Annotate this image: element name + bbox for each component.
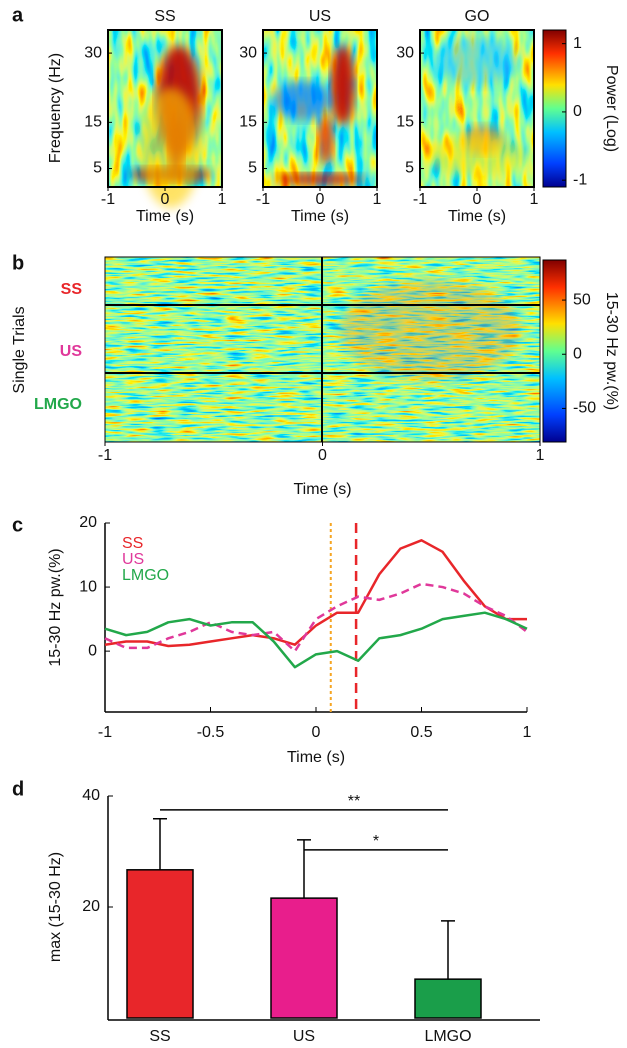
heatmap-blob	[330, 44, 355, 125]
heatmap-overlay	[340, 280, 520, 380]
x-tick-label: 1	[536, 447, 545, 464]
y-axis-label: Frequency (Hz)	[47, 53, 64, 163]
y-tick-label: 5	[93, 160, 102, 177]
x-tick-label: 0	[312, 724, 321, 741]
x-tick-label: 0	[473, 191, 482, 208]
y-axis-label: 15-30 Hz pw.(%)	[47, 548, 64, 666]
x-axis-label: Time (s)	[448, 208, 506, 225]
colorbar	[542, 259, 567, 443]
bar	[126, 869, 194, 1019]
x-tick-label: 0.5	[410, 724, 432, 741]
y-tick-label: 20	[82, 898, 100, 915]
colorbar-label: 15-30 Hz pw.(%)	[603, 292, 620, 410]
heatmap-blob	[140, 87, 201, 208]
colorbar-tick-label: -50	[573, 400, 596, 417]
bar	[414, 978, 482, 1019]
x-axis-label: Time (s)	[136, 208, 194, 225]
x-tick-label: US	[293, 1028, 315, 1045]
legend-label: SS	[122, 535, 143, 552]
panel-label: c	[12, 514, 23, 536]
heatmap-blob	[317, 114, 334, 165]
y-tick-label: 15	[84, 114, 102, 131]
y-tick-label: 5	[248, 160, 257, 177]
colorbar	[542, 29, 567, 188]
x-tick-label: 0	[316, 191, 325, 208]
x-axis-label: Time (s)	[291, 208, 349, 225]
x-tick-label: 1	[373, 191, 382, 208]
y-axis-label: max (15-30 Hz)	[47, 852, 64, 962]
y-tick-label: 15	[239, 114, 257, 131]
x-tick-label: 1	[218, 191, 227, 208]
subplot-title: SS	[154, 8, 175, 25]
bar	[270, 897, 338, 1019]
y-tick-label: 40	[82, 787, 100, 804]
x-tick-label: 0	[318, 447, 327, 464]
x-tick-label: -1	[98, 447, 112, 464]
heatmap-blob	[272, 80, 333, 121]
y-axis-label: Single Trials	[11, 306, 28, 393]
x-tick-label: 0	[161, 191, 170, 208]
colorbar-tick-label: 0	[573, 345, 582, 362]
row-label: SS	[61, 281, 83, 298]
subplot-title: US	[309, 8, 331, 25]
x-axis-label: Time (s)	[293, 481, 351, 498]
series-line	[104, 539, 527, 648]
panel-label: d	[12, 778, 24, 800]
heatmap-blob	[437, 36, 517, 87]
x-tick-label: 1	[530, 191, 539, 208]
significance-label: *	[373, 833, 379, 850]
y-tick-label: 15	[396, 114, 414, 131]
x-tick-label: -1	[98, 724, 112, 741]
colorbar-tick-label: -1	[573, 171, 587, 188]
legend-label: LMGO	[122, 567, 169, 584]
x-tick-label: -1	[101, 191, 115, 208]
y-tick-label: 0	[88, 642, 97, 659]
legend-label: US	[122, 551, 144, 568]
x-tick-label: -1	[413, 191, 427, 208]
x-tick-label: 1	[523, 724, 532, 741]
colorbar-tick-label: 50	[573, 291, 591, 308]
x-tick-label: SS	[149, 1028, 170, 1045]
significance-label: **	[348, 793, 360, 810]
y-tick-label: 5	[405, 160, 414, 177]
y-tick-label: 20	[79, 514, 97, 531]
subplot-title: GO	[465, 8, 490, 25]
colorbar-tick-label: 1	[573, 35, 582, 52]
panel-label: a	[12, 4, 24, 26]
row-label: LMGO	[34, 396, 82, 413]
heatmap-blob	[275, 173, 365, 186]
y-tick-label: 30	[239, 44, 257, 61]
colorbar-label: Power (Log)	[603, 65, 620, 152]
y-tick-label: 30	[396, 44, 414, 61]
y-tick-label: 30	[84, 44, 102, 61]
x-axis-label: Time (s)	[287, 749, 345, 766]
y-tick-label: 10	[79, 578, 97, 595]
series-line	[104, 611, 528, 669]
heatmap-blob	[427, 135, 527, 176]
series-line	[104, 582, 528, 653]
heatmap-blob	[340, 280, 520, 380]
x-tick-label: LMGO	[424, 1028, 471, 1045]
row-label: US	[60, 343, 83, 360]
colorbar-tick-label: 0	[573, 103, 582, 120]
panel-label: b	[12, 252, 24, 274]
x-tick-label: -1	[256, 191, 270, 208]
x-tick-label: -0.5	[197, 724, 225, 741]
